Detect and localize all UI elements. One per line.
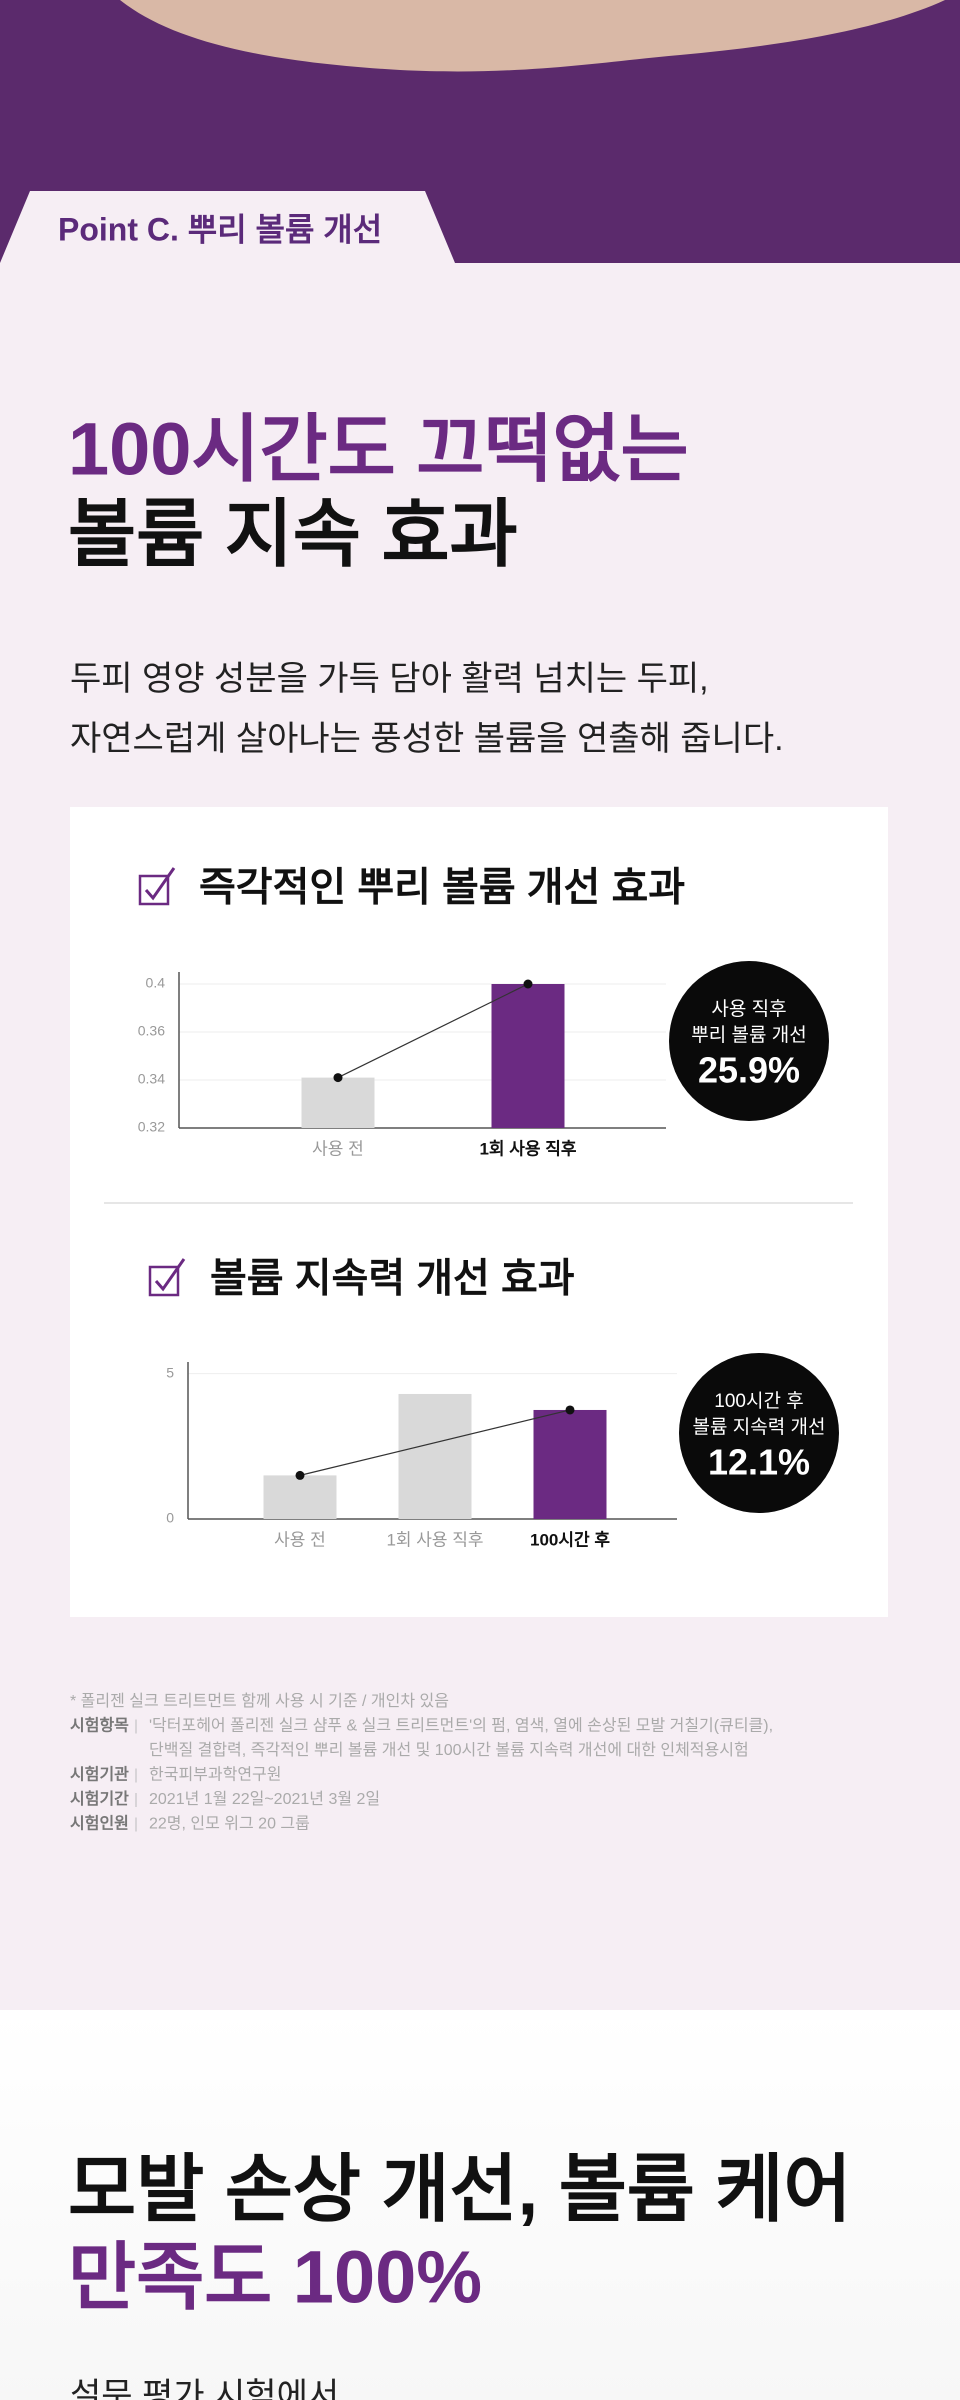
- footnote-text: '닥터포헤어 폴리젠 실크 샴푸 & 실크 트리트먼트'의 펌, 염색, 열에 …: [149, 1717, 773, 1735]
- tab-label: Point C. 뿌리 볼륨 개선: [58, 211, 382, 247]
- x-tick-label: 사용 전: [312, 1139, 364, 1158]
- checkbox-icon: [148, 1265, 180, 1297]
- bar: [398, 1393, 472, 1519]
- footnote-text: 한국피부과학연구원: [149, 1766, 281, 1784]
- trend-dot: [565, 1405, 575, 1415]
- checkbox-check: [144, 867, 176, 901]
- bar: [263, 1475, 337, 1519]
- x-tick-label: 사용 전: [274, 1530, 326, 1549]
- trend-line: [337, 983, 529, 1079]
- next-subtitle: 설문 평가 시험에서: [70, 2377, 339, 2400]
- footnote-label: 시험인원: [70, 1814, 129, 1833]
- trend-dot: [295, 1470, 305, 1480]
- y-tick-label: 0.32: [138, 1119, 165, 1135]
- bar: [491, 984, 565, 1128]
- tab-shape: [0, 191, 455, 263]
- badge-text: 100시간 후: [714, 1390, 803, 1412]
- hero-description: 자연스럽게 살아나는 풍성한 볼륨을 연출해 줍니다.: [70, 720, 784, 758]
- footnote-label: 시험기관: [70, 1765, 129, 1784]
- badge-text: 사용 직후: [711, 998, 786, 1020]
- badge: [669, 961, 829, 1121]
- hero-description: 두피 영양 성분을 가득 담아 활력 넘치는 두피,: [70, 660, 709, 698]
- footnote-label: 시험기간: [70, 1789, 129, 1808]
- y-tick-label: 0.34: [138, 1071, 165, 1087]
- badge-value: 25.9%: [698, 1050, 800, 1091]
- checkbox-icon: [138, 874, 170, 906]
- trend-dot: [333, 1073, 343, 1083]
- y-tick-label: 0: [166, 1510, 174, 1526]
- bar: [533, 1409, 607, 1519]
- x-tick-label: 1회 사용 직후: [479, 1138, 576, 1158]
- y-tick-label: 0.4: [146, 975, 166, 991]
- badge-text: 볼륨 지속력 개선: [693, 1416, 826, 1438]
- y-tick-label: 0.36: [138, 1023, 165, 1039]
- footnote-text: 22명, 인모 위그 20 그룹: [149, 1815, 310, 1833]
- hero-title: 100시간도 끄떡없는: [68, 408, 689, 491]
- bar: [301, 1077, 375, 1128]
- footnote-note: * 폴리젠 실크 트리트먼트 함께 사용 시 기준 / 개인차 있음: [70, 1692, 449, 1710]
- trend-line: [299, 1409, 571, 1476]
- x-tick-label: 100시간 후: [530, 1529, 610, 1549]
- x-tick-label: 1회 사용 직후: [386, 1530, 483, 1549]
- footnote-text: 2021년 1월 22일~2021년 3월 2일: [149, 1790, 380, 1808]
- hand: [120, 0, 945, 72]
- hero-title: 볼륨 지속 효과: [68, 493, 518, 576]
- chart-title: 즉각적인 뿌리 볼륨 개선 효과: [199, 866, 685, 910]
- badge: [679, 1353, 839, 1513]
- y-tick-label: 5: [166, 1364, 174, 1380]
- next-section-bg: [0, 2010, 960, 2400]
- badge-value: 12.1%: [708, 1442, 810, 1483]
- chart-title: 볼륨 지속력 개선 효과: [210, 1257, 575, 1301]
- badge-text: 뿌리 볼륨 개선: [691, 1024, 806, 1046]
- footnote-label: 시험항목: [70, 1716, 129, 1735]
- footnote-text: 단백질 결합력, 즉각적인 뿌리 볼륨 개선 및 100시간 볼륨 지속력 개선…: [149, 1741, 749, 1759]
- next-title: 모발 손상 개선, 볼륨 케어: [68, 2148, 852, 2231]
- checkbox-check: [154, 1258, 186, 1292]
- trend-dot: [523, 979, 533, 989]
- next-title: 만족도 100%: [68, 2236, 482, 2319]
